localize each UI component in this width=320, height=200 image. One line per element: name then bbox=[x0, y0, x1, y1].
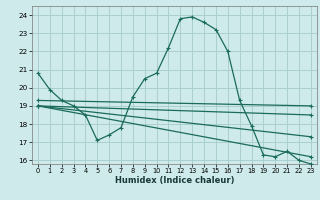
X-axis label: Humidex (Indice chaleur): Humidex (Indice chaleur) bbox=[115, 176, 234, 185]
